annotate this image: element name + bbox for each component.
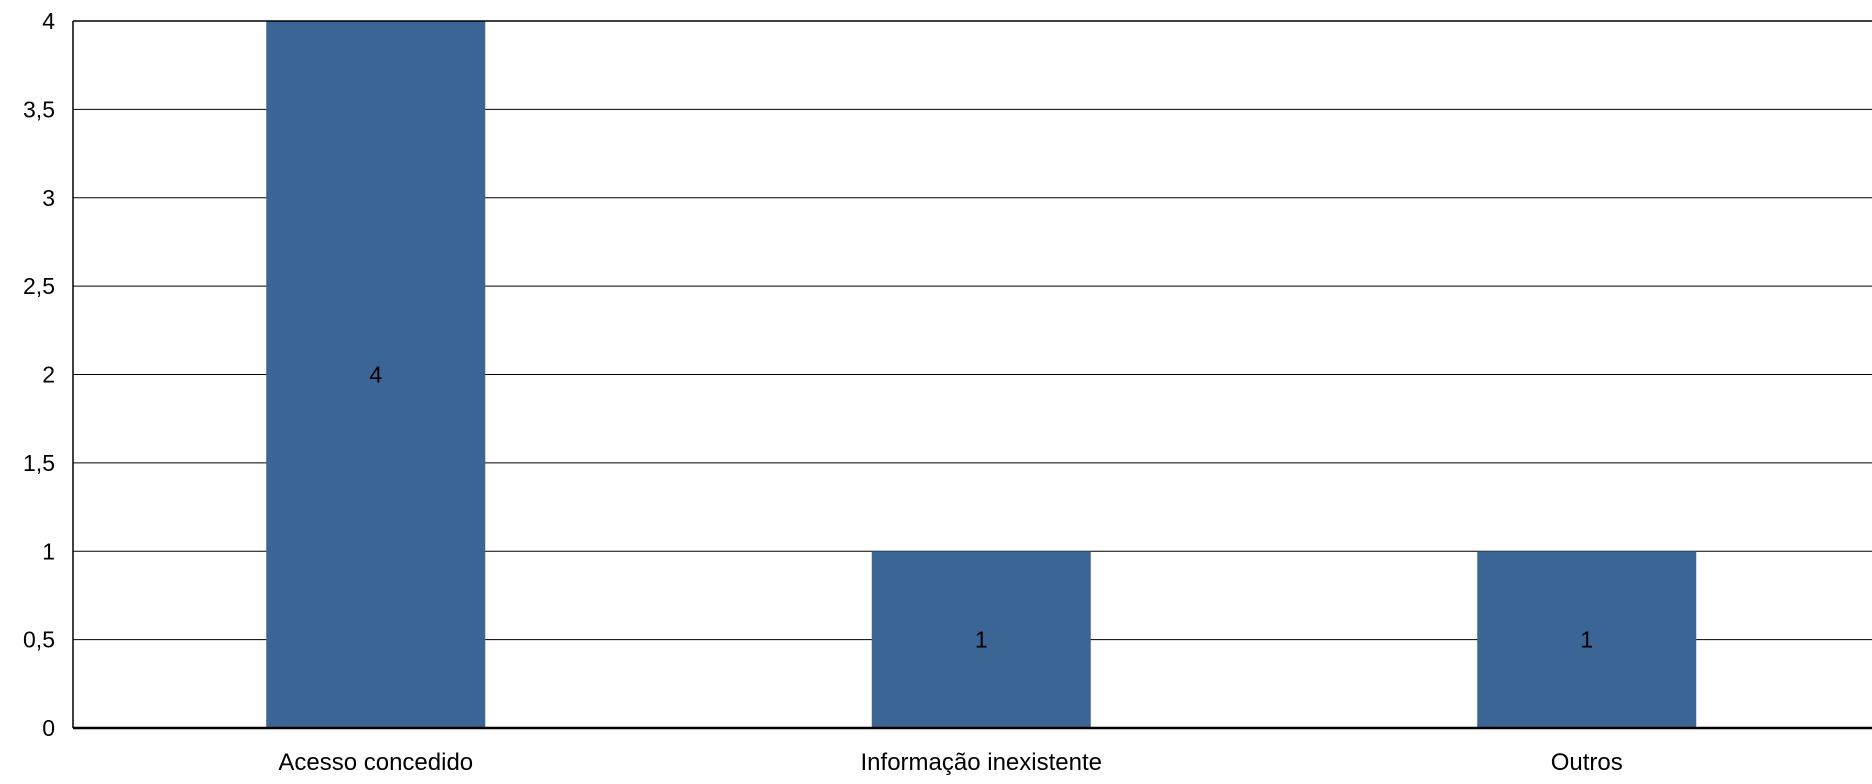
bars (266, 21, 1697, 728)
y-tick-label: 2,5 (23, 273, 55, 299)
x-tick-label: Outros (1551, 749, 1623, 776)
y-tick-label: 0,5 (23, 627, 55, 653)
y-tick-label: 2 (42, 362, 55, 388)
bar (1477, 551, 1697, 728)
bar (266, 21, 486, 728)
data-label: 4 (369, 362, 382, 388)
bar (871, 551, 1091, 728)
x-tick-label: Acesso concedido (278, 749, 473, 776)
y-tick-label: 3,5 (23, 96, 55, 122)
data-labels: 4 1 1 (369, 362, 1593, 653)
x-tick-labels: Acesso concedido Informação inexistente Ou… (278, 749, 1622, 776)
data-label: 1 (1580, 627, 1593, 653)
y-tick-label: 4 (42, 8, 55, 34)
y-tick-label: 0 (42, 715, 55, 741)
y-tick-labels: 0 0,5 1 1,5 2 2,5 3 3,5 4 (23, 8, 55, 741)
x-tick-label: Informação inexistente (861, 749, 1102, 776)
axes (72, 20, 1872, 730)
y-tick-label: 3 (42, 185, 55, 211)
y-tick-label: 1,5 (23, 450, 55, 476)
y-tick-label: 1 (42, 538, 55, 564)
data-label: 1 (975, 627, 988, 653)
